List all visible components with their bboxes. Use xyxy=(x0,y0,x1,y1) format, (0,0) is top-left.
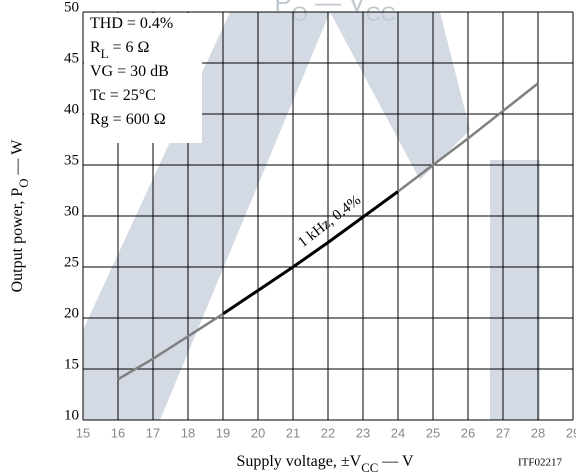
x-tick-label: 26 xyxy=(461,425,475,440)
chart-title: PO — VCC xyxy=(274,0,395,26)
y-tick-label: 45 xyxy=(64,50,79,66)
y-tick-label: 50 xyxy=(64,0,79,15)
x-tick-label: 16 xyxy=(111,425,125,440)
text-part: Supply voltage, ±V xyxy=(236,453,361,470)
x-tick-label: 15 xyxy=(76,425,90,440)
text-part: VG = 30 dB xyxy=(90,63,169,80)
data-line xyxy=(222,190,399,316)
text-part: Output power, P xyxy=(9,188,26,293)
x-tick-label: 24 xyxy=(391,425,405,440)
x-tick-label: 28 xyxy=(531,425,545,440)
text-part: — V xyxy=(308,0,366,17)
x-tick-label: 22 xyxy=(321,425,335,440)
subscript: CC xyxy=(361,461,378,475)
y-tick-label: 25 xyxy=(64,254,79,270)
x-tick-label: 23 xyxy=(356,425,370,440)
y-tick-label: 10 xyxy=(64,407,79,423)
x-tick-label: 17 xyxy=(146,425,160,440)
x-tick-label: 18 xyxy=(181,425,195,440)
y-axis-label: Output power, PO — W xyxy=(9,139,31,293)
subscript: O xyxy=(292,3,308,26)
x-tick-label: 20 xyxy=(251,425,265,440)
text-part: — W xyxy=(9,139,26,179)
y-tick-label: 15 xyxy=(64,356,79,372)
x-axis-label: Supply voltage, ±VCC — V xyxy=(236,453,414,475)
condition: VG = 30 dB xyxy=(90,63,169,80)
conditions: THD = 0.4% RL = 6 Ω VG = 30 dB Tc = 25°C Rg … xyxy=(90,15,173,128)
text-part: Rg = 600 Ω xyxy=(90,111,166,128)
conditions-box xyxy=(84,13,202,143)
text-part: R xyxy=(90,39,101,56)
subscript: CC xyxy=(366,3,396,26)
text-part: = 6 Ω xyxy=(109,39,150,56)
x-tick-label: 27 xyxy=(496,425,510,440)
y-tick-label: 40 xyxy=(64,101,79,117)
y-tick-label: 30 xyxy=(64,203,79,219)
subscript: O xyxy=(17,178,31,187)
text-part: — V xyxy=(378,453,414,470)
subscript: L xyxy=(101,47,109,61)
condition: THD = 0.4% xyxy=(90,15,173,32)
condition: Tc = 25°C xyxy=(90,87,156,104)
x-tick-label: 21 xyxy=(286,425,300,440)
x-tick-label: 29 xyxy=(566,425,576,440)
text-part: P xyxy=(274,0,291,17)
y-tick-label: 35 xyxy=(64,152,79,168)
text-part: THD = 0.4% xyxy=(90,15,173,32)
figure-code: ITF02217 xyxy=(518,457,563,469)
x-tick-label: 25 xyxy=(426,425,440,440)
condition: Rg = 600 Ω xyxy=(90,111,166,128)
y-tick-label: 20 xyxy=(64,305,79,321)
condition: RL = 6 Ω xyxy=(90,39,150,61)
x-tick-label: 19 xyxy=(216,425,230,440)
text-part: Tc = 25°C xyxy=(90,87,156,104)
